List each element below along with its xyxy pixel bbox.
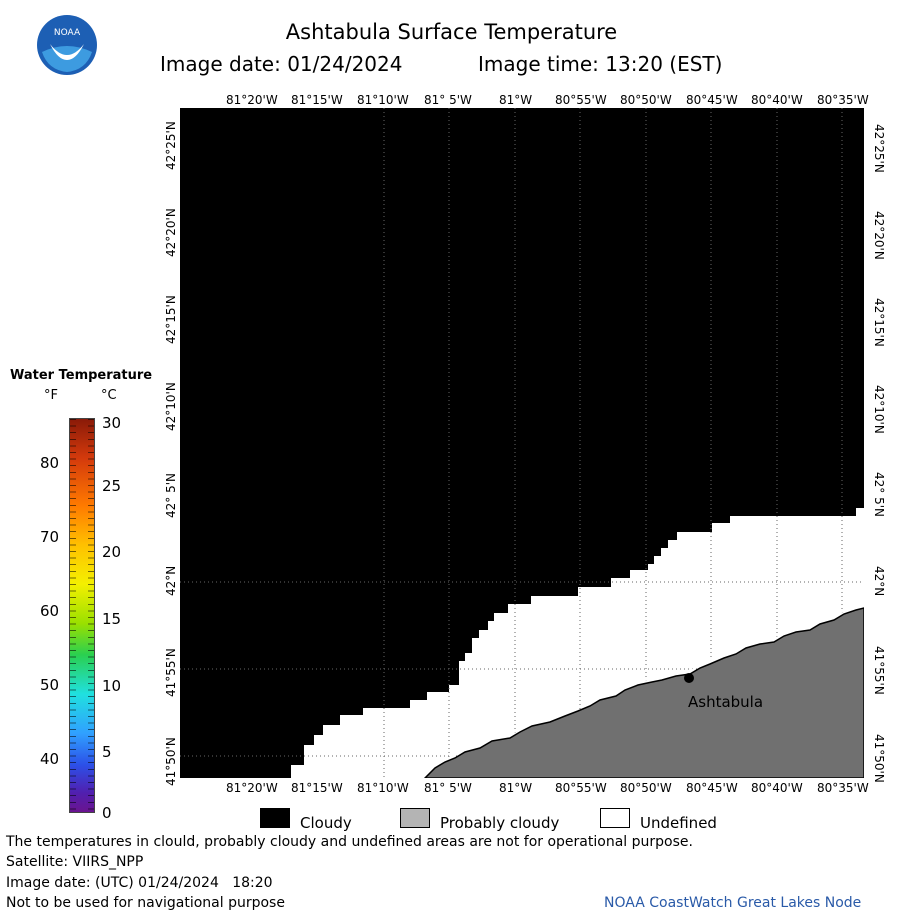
lon-label-top: 81°20'W xyxy=(226,93,278,107)
lat-label-right: 41°55'N xyxy=(872,646,886,695)
map-title: Ashtabula Surface Temperature xyxy=(285,20,618,44)
navigation-warning: Not to be used for navigational purpose xyxy=(6,895,285,911)
lat-label-left: 42° 5'N xyxy=(164,473,178,518)
lon-label-bottom: 81° 5'W xyxy=(424,781,472,795)
lat-label-right: 42°20'N xyxy=(872,211,886,260)
legend-unit-c: °C xyxy=(101,388,117,403)
lat-label-left: 42°25'N xyxy=(164,121,178,170)
lon-label-bottom: 80°55'W xyxy=(555,781,607,795)
legend-f-tick: 80 xyxy=(40,454,60,472)
lat-label-left: 42°N xyxy=(164,565,178,596)
lon-label-bottom: 81°W xyxy=(499,781,533,795)
probably-cloudy-label: Probably cloudy xyxy=(440,814,560,832)
legend-c-tick: 5 xyxy=(102,743,112,761)
lat-label-right: 42° 5'N xyxy=(872,472,886,517)
cloudy-swatch xyxy=(260,808,290,828)
lat-label-right: 42°10'N xyxy=(872,385,886,434)
legend-c-tick: 0 xyxy=(102,804,112,822)
credit-link[interactable]: NOAA CoastWatch Great Lakes Node xyxy=(604,895,862,911)
legend-c-tick: 20 xyxy=(102,543,122,561)
lon-label-bottom: 80°40'W xyxy=(751,781,803,795)
lat-label-left: 42°15'N xyxy=(164,295,178,344)
legend-f-tick: 60 xyxy=(40,602,60,620)
logo-text: NOAA xyxy=(54,28,81,38)
legend-c-tick: 15 xyxy=(102,610,122,628)
lat-label-left: 41°55'N xyxy=(164,648,178,697)
lon-label-bottom: 81°10'W xyxy=(357,781,409,795)
legend-f-tick: 70 xyxy=(40,528,60,546)
legend-c-tick: 10 xyxy=(102,677,122,695)
operational-note: The temperatures in clould, probably clo… xyxy=(6,834,693,850)
image-time: Image time: 13:20 (EST) xyxy=(478,52,723,76)
lon-label-bottom: 80°50'W xyxy=(620,781,672,795)
lon-label-top: 80°50'W xyxy=(620,93,672,107)
legend-unit-f: °F xyxy=(44,388,58,403)
lat-label-right: 42°25'N xyxy=(872,124,886,173)
undefined-swatch xyxy=(600,808,630,828)
land-area xyxy=(423,607,864,778)
image-date: Image date: 01/24/2024 xyxy=(160,52,403,76)
lon-label-top: 80°40'W xyxy=(751,93,803,107)
legend-title: Water Temperature xyxy=(10,368,153,383)
lon-label-top: 81°10'W xyxy=(357,93,409,107)
lon-label-top: 80°35'W xyxy=(817,93,869,107)
legend-f-tick: 50 xyxy=(40,676,60,694)
lat-label-right: 41°50'N xyxy=(872,734,886,783)
lon-label-bottom: 81°15'W xyxy=(291,781,343,795)
lat-label-left: 42°20'N xyxy=(164,208,178,257)
probably-cloudy-swatch xyxy=(400,808,430,828)
satellite-info: Satellite: VIIRS_NPP xyxy=(6,854,144,870)
ashtabula-marker xyxy=(684,673,694,683)
lat-label-right: 42°15'N xyxy=(872,298,886,347)
lon-label-top: 81° 5'W xyxy=(424,93,472,107)
lon-label-bottom: 81°20'W xyxy=(226,781,278,795)
undefined-label: Undefined xyxy=(640,814,717,832)
cloudy-label: Cloudy xyxy=(300,814,352,832)
legend-c-tick: 25 xyxy=(102,477,122,495)
utc-date: Image date: (UTC) 01/24/2024 18:20 xyxy=(6,875,273,891)
lat-label-left: 42°10'N xyxy=(164,382,178,431)
legend-f-tick: 40 xyxy=(40,750,60,768)
lon-label-bottom: 80°45'W xyxy=(686,781,738,795)
map-panel: Ashtabula xyxy=(180,108,864,778)
legend-c-tick: 30 xyxy=(102,414,122,432)
city-label: Ashtabula xyxy=(688,693,763,711)
noaa-logo: NOAA xyxy=(37,15,97,75)
lat-label-right: 42°N xyxy=(872,566,886,597)
lon-label-top: 81°15'W xyxy=(291,93,343,107)
lon-label-bottom: 80°35'W xyxy=(817,781,869,795)
lon-label-top: 80°55'W xyxy=(555,93,607,107)
lat-label-left: 41°50'N xyxy=(164,737,178,786)
temperature-color-bar xyxy=(69,418,95,813)
shoreline-outline xyxy=(424,604,864,776)
lon-label-top: 81°W xyxy=(499,93,533,107)
lon-label-top: 80°45'W xyxy=(686,93,738,107)
